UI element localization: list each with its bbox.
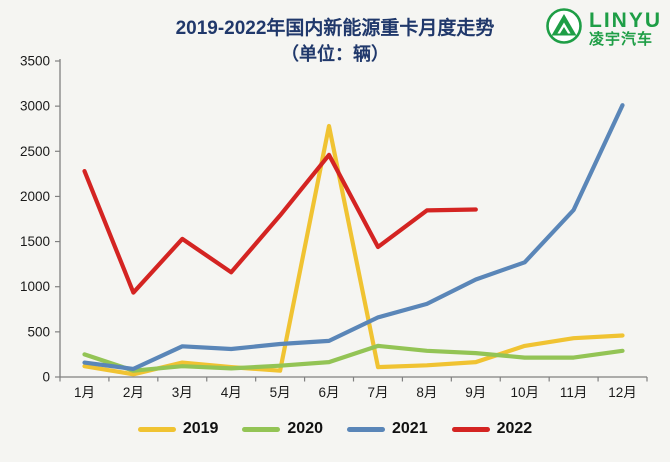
legend-label: 2020 bbox=[287, 420, 323, 437]
x-axis-label: 6月 bbox=[319, 385, 340, 400]
legend-label: 2019 bbox=[182, 420, 219, 437]
y-tick-label: 1500 bbox=[20, 234, 50, 249]
logo-brand-en: LINYU bbox=[589, 8, 662, 32]
legend-swatch-line bbox=[451, 426, 490, 432]
y-tick-label: 2500 bbox=[20, 144, 50, 159]
chart-legend: 2019 2020 2021 2022 bbox=[0, 420, 670, 438]
y-tick-label: 500 bbox=[27, 324, 50, 339]
series-line-2020 bbox=[82, 343, 625, 373]
legend-label: 2021 bbox=[392, 420, 428, 437]
y-tick-label: 1000 bbox=[20, 279, 50, 294]
legend-swatch-line bbox=[242, 426, 281, 432]
series-line-2019 bbox=[82, 123, 625, 377]
legend-label: 2022 bbox=[496, 420, 533, 437]
x-axis-label: 3月 bbox=[172, 385, 193, 400]
logo-brand-cn: 凌宇汽车 bbox=[589, 30, 654, 48]
linyu-logo: LINYU 凌宇汽车 bbox=[544, 6, 662, 51]
y-tick-label: 0 bbox=[42, 370, 50, 385]
y-tick-label: 3000 bbox=[20, 99, 50, 114]
legend-swatch-line bbox=[347, 426, 385, 432]
legend-item: 2022 bbox=[451, 420, 533, 438]
x-axis-label: 8月 bbox=[416, 385, 437, 400]
x-axis-label: 2月 bbox=[123, 385, 144, 400]
linyu-emblem-icon bbox=[544, 6, 584, 51]
logo-texts: LINYU 凌宇汽车 bbox=[589, 8, 662, 48]
x-axis-label: 1月 bbox=[74, 385, 95, 400]
x-axis-label: 5月 bbox=[270, 385, 291, 400]
legend-item: 2020 bbox=[242, 420, 323, 438]
x-axis-label: 12月 bbox=[608, 385, 637, 400]
x-axis-label: 7月 bbox=[367, 385, 388, 400]
series-line-2022 bbox=[82, 152, 478, 295]
x-axis-label: 4月 bbox=[221, 385, 242, 400]
y-tick-label: 3500 bbox=[20, 54, 50, 69]
legend-item: 2021 bbox=[347, 420, 428, 438]
x-axis-label: 9月 bbox=[465, 385, 486, 400]
y-tick-label: 2000 bbox=[20, 189, 50, 204]
legend-item: 2019 bbox=[137, 420, 219, 438]
x-axis-label: 11月 bbox=[560, 385, 588, 400]
x-axis-label: 10月 bbox=[510, 385, 539, 400]
legend-swatch-line bbox=[137, 426, 176, 432]
series-line-2021 bbox=[82, 103, 625, 371]
